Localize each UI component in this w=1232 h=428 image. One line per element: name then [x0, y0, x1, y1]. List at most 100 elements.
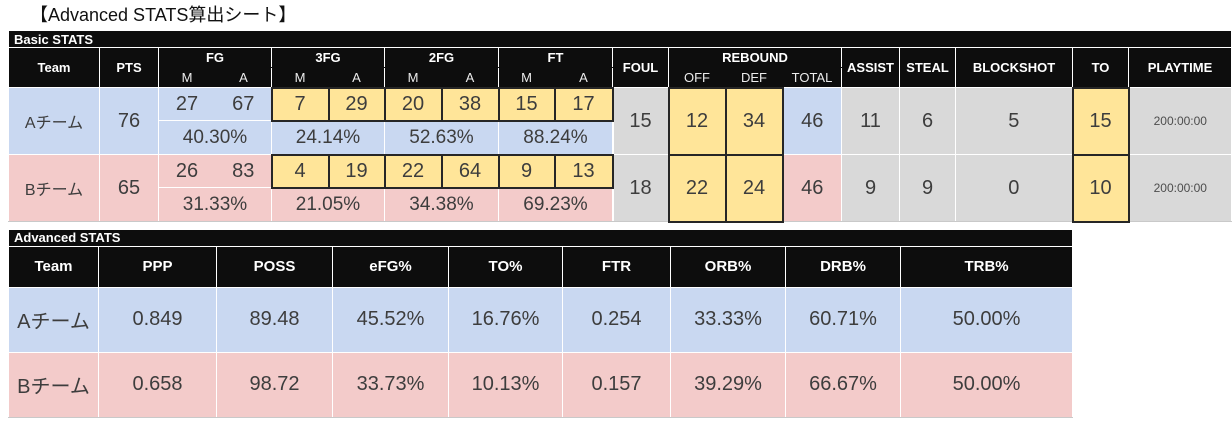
basic-a-steal-cell[interactable]: 6 — [899, 87, 956, 155]
header-to: TO — [1072, 47, 1129, 88]
header-3fg-m: M — [271, 67, 329, 88]
adv-b-orb-cell[interactable]: 39.29% — [670, 351, 786, 418]
basic-b-2fg-made-cell[interactable]: 22 — [383, 153, 443, 189]
basic-a-total-reb-cell[interactable]: 46 — [782, 87, 842, 155]
adv-b-to-cell[interactable]: 10.13% — [448, 351, 563, 418]
adv-b-ppp-cell[interactable]: 0.658 — [98, 351, 217, 418]
basic-b-ft-att-cell[interactable]: 13 — [553, 153, 614, 189]
adv-a-efg-cell[interactable]: 45.52% — [332, 286, 449, 353]
adv-header-orb: ORB% — [670, 245, 786, 288]
basic-b-2fg-pct-cell[interactable]: 34.38% — [384, 187, 499, 222]
adv-b-team-cell[interactable]: Bチーム — [8, 351, 99, 418]
page-title: 【Advanced STATS算出シート】 — [30, 5, 297, 25]
basic-a-fg-att-cell[interactable]: 67 — [215, 87, 272, 121]
basic-stats-banner: Basic STATS — [7, 30, 1232, 48]
basic-a-playtime-cell[interactable]: 200:00:00 — [1127, 87, 1232, 155]
advanced-stats-table: Advanced STATS Team PPP POSS eFG% TO% FT… — [7, 228, 1074, 418]
basic-a-2fg-att-cell[interactable]: 38 — [440, 86, 500, 122]
basic-a-pts-cell[interactable]: 76 — [99, 87, 159, 155]
basic-a-3fg-pct-cell[interactable]: 24.14% — [271, 120, 385, 155]
adv-header-to: TO% — [448, 245, 563, 288]
basic-b-to-cell[interactable]: 10 — [1071, 153, 1130, 223]
basic-a-team-cell[interactable]: Aチーム — [8, 87, 100, 155]
header-ft-m: M — [498, 67, 555, 88]
header-rebound: REBOUND — [668, 47, 842, 68]
basic-b-3fg-made-cell[interactable]: 4 — [270, 153, 330, 189]
header-pts: PTS — [99, 47, 159, 88]
adv-header-trb: TRB% — [899, 245, 1074, 288]
basic-b-assist-cell[interactable]: 9 — [841, 154, 900, 222]
header-blockshot: BLOCKSHOT — [955, 47, 1073, 88]
basic-b-ft-pct-cell[interactable]: 69.23% — [498, 187, 613, 222]
basic-a-ft-made-cell[interactable]: 15 — [497, 86, 556, 122]
header-assist: ASSIST — [841, 47, 900, 88]
basic-b-total-reb-cell[interactable]: 46 — [782, 154, 842, 222]
adv-a-poss-cell[interactable]: 89.48 — [216, 286, 333, 353]
adv-header-ftr: FTR — [562, 245, 671, 288]
header-playtime: PLAYTIME — [1127, 47, 1232, 88]
basic-a-off-reb-cell[interactable]: 12 — [667, 86, 727, 156]
header-fg: FG — [158, 47, 272, 68]
adv-a-team-cell[interactable]: Aチーム — [8, 286, 99, 353]
header-ft-a: A — [554, 67, 613, 88]
basic-b-team-cell[interactable]: Bチーム — [8, 154, 100, 222]
basic-b-ft-made-cell[interactable]: 9 — [497, 153, 556, 189]
header-3fg: 3FG — [271, 47, 385, 68]
basic-a-def-reb-cell[interactable]: 34 — [724, 86, 784, 156]
basic-b-def-reb-cell[interactable]: 24 — [724, 153, 784, 223]
adv-a-ftr-cell[interactable]: 0.254 — [562, 286, 671, 353]
basic-b-playtime-cell[interactable]: 200:00:00 — [1127, 154, 1232, 222]
basic-a-2fg-pct-cell[interactable]: 52.63% — [384, 120, 499, 155]
header-3fg-a: A — [328, 67, 385, 88]
header-rebound-total: TOTAL — [782, 67, 842, 88]
adv-b-drb-cell[interactable]: 66.67% — [785, 351, 901, 418]
basic-a-fg-made-cell[interactable]: 27 — [158, 87, 216, 121]
adv-header-efg: eFG% — [332, 245, 449, 288]
basic-a-blockshot-cell[interactable]: 5 — [955, 87, 1073, 155]
adv-header-team: Team — [8, 245, 99, 288]
basic-a-ft-pct-cell[interactable]: 88.24% — [498, 120, 613, 155]
header-fg-a: A — [215, 67, 272, 88]
basic-a-ft-att-cell[interactable]: 17 — [553, 86, 614, 122]
advanced-stats-banner: Advanced STATS — [7, 228, 1074, 247]
adv-b-trb-cell[interactable]: 50.00% — [899, 351, 1074, 418]
adv-a-drb-cell[interactable]: 60.71% — [785, 286, 901, 353]
header-team: Team — [8, 47, 100, 88]
header-2fg-a: A — [441, 67, 499, 88]
basic-a-3fg-made-cell[interactable]: 7 — [270, 86, 330, 122]
adv-header-drb: DRB% — [785, 245, 901, 288]
header-2fg: 2FG — [384, 47, 499, 68]
adv-a-ppp-cell[interactable]: 0.849 — [98, 286, 217, 353]
header-ft: FT — [498, 47, 613, 68]
basic-a-3fg-att-cell[interactable]: 29 — [327, 86, 386, 122]
adv-a-to-cell[interactable]: 16.76% — [448, 286, 563, 353]
header-fg-m: M — [158, 67, 216, 88]
basic-b-3fg-att-cell[interactable]: 19 — [327, 153, 386, 189]
adv-b-efg-cell[interactable]: 33.73% — [332, 351, 449, 418]
basic-b-pts-cell[interactable]: 65 — [99, 154, 159, 222]
adv-a-orb-cell[interactable]: 33.33% — [670, 286, 786, 353]
basic-b-foul-cell[interactable]: 18 — [612, 154, 669, 222]
basic-b-2fg-att-cell[interactable]: 64 — [440, 153, 500, 189]
header-rebound-def: DEF — [725, 67, 783, 88]
basic-a-to-cell[interactable]: 15 — [1071, 86, 1130, 156]
header-rebound-off: OFF — [668, 67, 726, 88]
basic-b-3fg-pct-cell[interactable]: 21.05% — [271, 187, 385, 222]
basic-b-fg-att-cell[interactable]: 83 — [215, 154, 272, 188]
basic-a-2fg-made-cell[interactable]: 20 — [383, 86, 443, 122]
basic-b-blockshot-cell[interactable]: 0 — [955, 154, 1073, 222]
header-2fg-m: M — [384, 67, 442, 88]
header-foul: FOUL — [612, 47, 669, 88]
basic-a-fg-pct-cell[interactable]: 40.30% — [158, 120, 272, 155]
adv-a-trb-cell[interactable]: 50.00% — [899, 286, 1074, 353]
adv-b-poss-cell[interactable]: 98.72 — [216, 351, 333, 418]
basic-b-fg-pct-cell[interactable]: 31.33% — [158, 187, 272, 222]
basic-b-fg-made-cell[interactable]: 26 — [158, 154, 216, 188]
adv-b-ftr-cell[interactable]: 0.157 — [562, 351, 671, 418]
basic-stats-table: Basic STATS Team PTS FG 3FG 2FG FT FOUL … — [7, 30, 1232, 223]
basic-a-assist-cell[interactable]: 11 — [841, 87, 900, 155]
basic-a-foul-cell[interactable]: 15 — [612, 87, 669, 155]
basic-b-steal-cell[interactable]: 9 — [899, 154, 956, 222]
adv-header-poss: POSS — [216, 245, 333, 288]
basic-b-off-reb-cell[interactable]: 22 — [667, 153, 727, 223]
